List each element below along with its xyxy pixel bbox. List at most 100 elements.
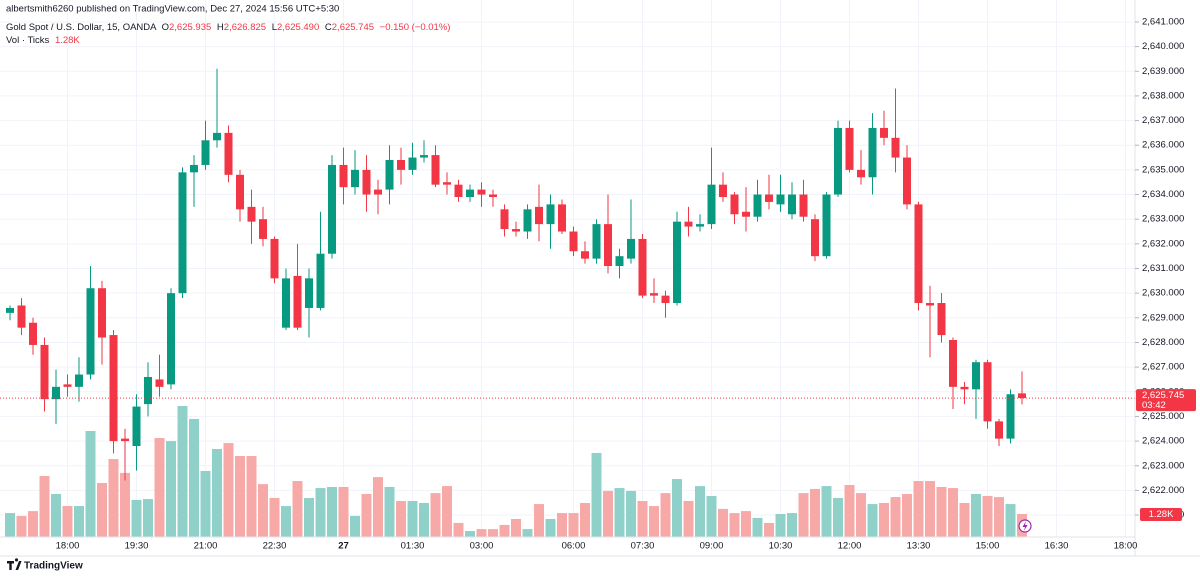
candle-body — [190, 164, 198, 173]
lightning-glyph — [1022, 521, 1028, 531]
volume-bar — [85, 431, 96, 537]
volume-bar — [304, 497, 314, 537]
last-price-box — [1136, 389, 1196, 412]
candle-body — [868, 127, 877, 178]
volume-bar — [258, 484, 268, 537]
last-volume-label: 1.28K — [1149, 509, 1174, 520]
high-value: 2,626.825 — [224, 22, 266, 33]
candle-body — [857, 169, 865, 178]
candle-body — [684, 221, 693, 227]
y-tick-label: 2,635.000 — [1142, 164, 1184, 175]
candle-body — [673, 221, 681, 304]
volume-bar — [384, 486, 395, 537]
x-tick-label: 22:30 — [263, 541, 287, 552]
candle-body — [328, 164, 336, 254]
volume-bar — [74, 506, 84, 537]
candle-body — [581, 251, 589, 259]
candle-body — [753, 194, 762, 217]
candle-body — [949, 340, 957, 387]
candle-body — [489, 194, 497, 197]
candle-body — [500, 209, 509, 230]
x-tick-label: 18:00 — [1114, 541, 1138, 552]
candle-body — [903, 157, 911, 205]
y-tick-label: 2,632.000 — [1142, 238, 1184, 249]
y-tick-label: 2,625.000 — [1142, 411, 1184, 422]
y-tick-label: 2,638.000 — [1142, 90, 1184, 101]
volume-bar — [373, 477, 383, 537]
y-tick-label: 2,629.000 — [1142, 312, 1184, 323]
volume-bar — [580, 502, 590, 537]
volume-bar — [488, 529, 498, 537]
candle-body — [627, 238, 635, 259]
volume-bar — [453, 522, 464, 537]
candle-body — [454, 184, 463, 197]
volume-bar — [545, 519, 556, 537]
candle-body — [466, 189, 474, 197]
countdown-label: 03:42 — [1142, 400, 1166, 411]
volume-bar — [741, 511, 751, 537]
candle-body — [604, 224, 612, 267]
candle-body — [201, 140, 210, 165]
volume-bar — [626, 490, 636, 537]
volume-bar — [396, 501, 406, 537]
candle-body — [995, 421, 1003, 439]
x-tick-label: 10:30 — [769, 541, 793, 552]
volume-bar — [879, 502, 889, 537]
y-tick-label: 2,637.000 — [1142, 115, 1184, 126]
volume-bar — [177, 406, 188, 537]
volume-bar — [557, 513, 567, 537]
volume-bar — [568, 513, 579, 537]
volume-bar — [476, 529, 487, 537]
volume-bar — [361, 493, 372, 537]
candle-body — [822, 194, 831, 257]
candle-body — [615, 256, 624, 267]
open-key: O — [162, 22, 169, 33]
candle-body — [477, 189, 486, 195]
volume-bar — [97, 483, 107, 537]
candle-body — [397, 160, 405, 170]
candle-body — [385, 160, 394, 190]
volume-bar — [614, 488, 625, 537]
volume-bar — [982, 495, 993, 537]
volume-bar — [442, 486, 452, 537]
candle-body — [558, 204, 566, 232]
volume-bar — [281, 506, 291, 537]
candle-body — [1018, 393, 1026, 399]
published-note: albertsmith6260 published on TradingView… — [6, 4, 339, 15]
volume-bar — [752, 517, 763, 537]
x-tick-label: 18:00 — [56, 541, 80, 552]
volume-bar — [189, 418, 199, 537]
volume-bar — [856, 493, 866, 537]
candle-body — [788, 194, 796, 215]
candle-body — [86, 288, 95, 375]
candle-body — [696, 224, 704, 227]
volume-bar — [212, 449, 222, 537]
volume-bar — [28, 511, 38, 537]
volume-bar — [787, 513, 797, 537]
volume-bar — [936, 486, 947, 537]
close-value: 2,625.745 — [332, 22, 374, 33]
candle-body — [52, 386, 60, 400]
volume-bar — [971, 493, 981, 537]
volume-bar — [327, 486, 337, 537]
y-tick-label: 2,634.000 — [1142, 189, 1184, 200]
candle-body — [926, 303, 934, 306]
footer-logo — [6, 558, 22, 570]
candle-body — [650, 293, 658, 296]
volume-bar — [649, 506, 659, 537]
candle-body — [569, 231, 578, 252]
candle-body — [178, 172, 187, 294]
open-value: 2,625.935 — [169, 22, 211, 33]
low-key: L — [272, 22, 277, 33]
x-tick-label: 21:00 — [194, 541, 218, 552]
volume-bar — [718, 508, 728, 537]
candle-body — [811, 219, 819, 257]
volume-bar — [315, 488, 326, 537]
x-tick-label: 03:00 — [470, 541, 494, 552]
volume-bar — [200, 470, 211, 537]
volume-layer — [5, 406, 1027, 537]
volume-bar — [39, 475, 50, 537]
candle-body — [339, 164, 348, 188]
x-tick-label: 19:30 — [125, 541, 149, 552]
